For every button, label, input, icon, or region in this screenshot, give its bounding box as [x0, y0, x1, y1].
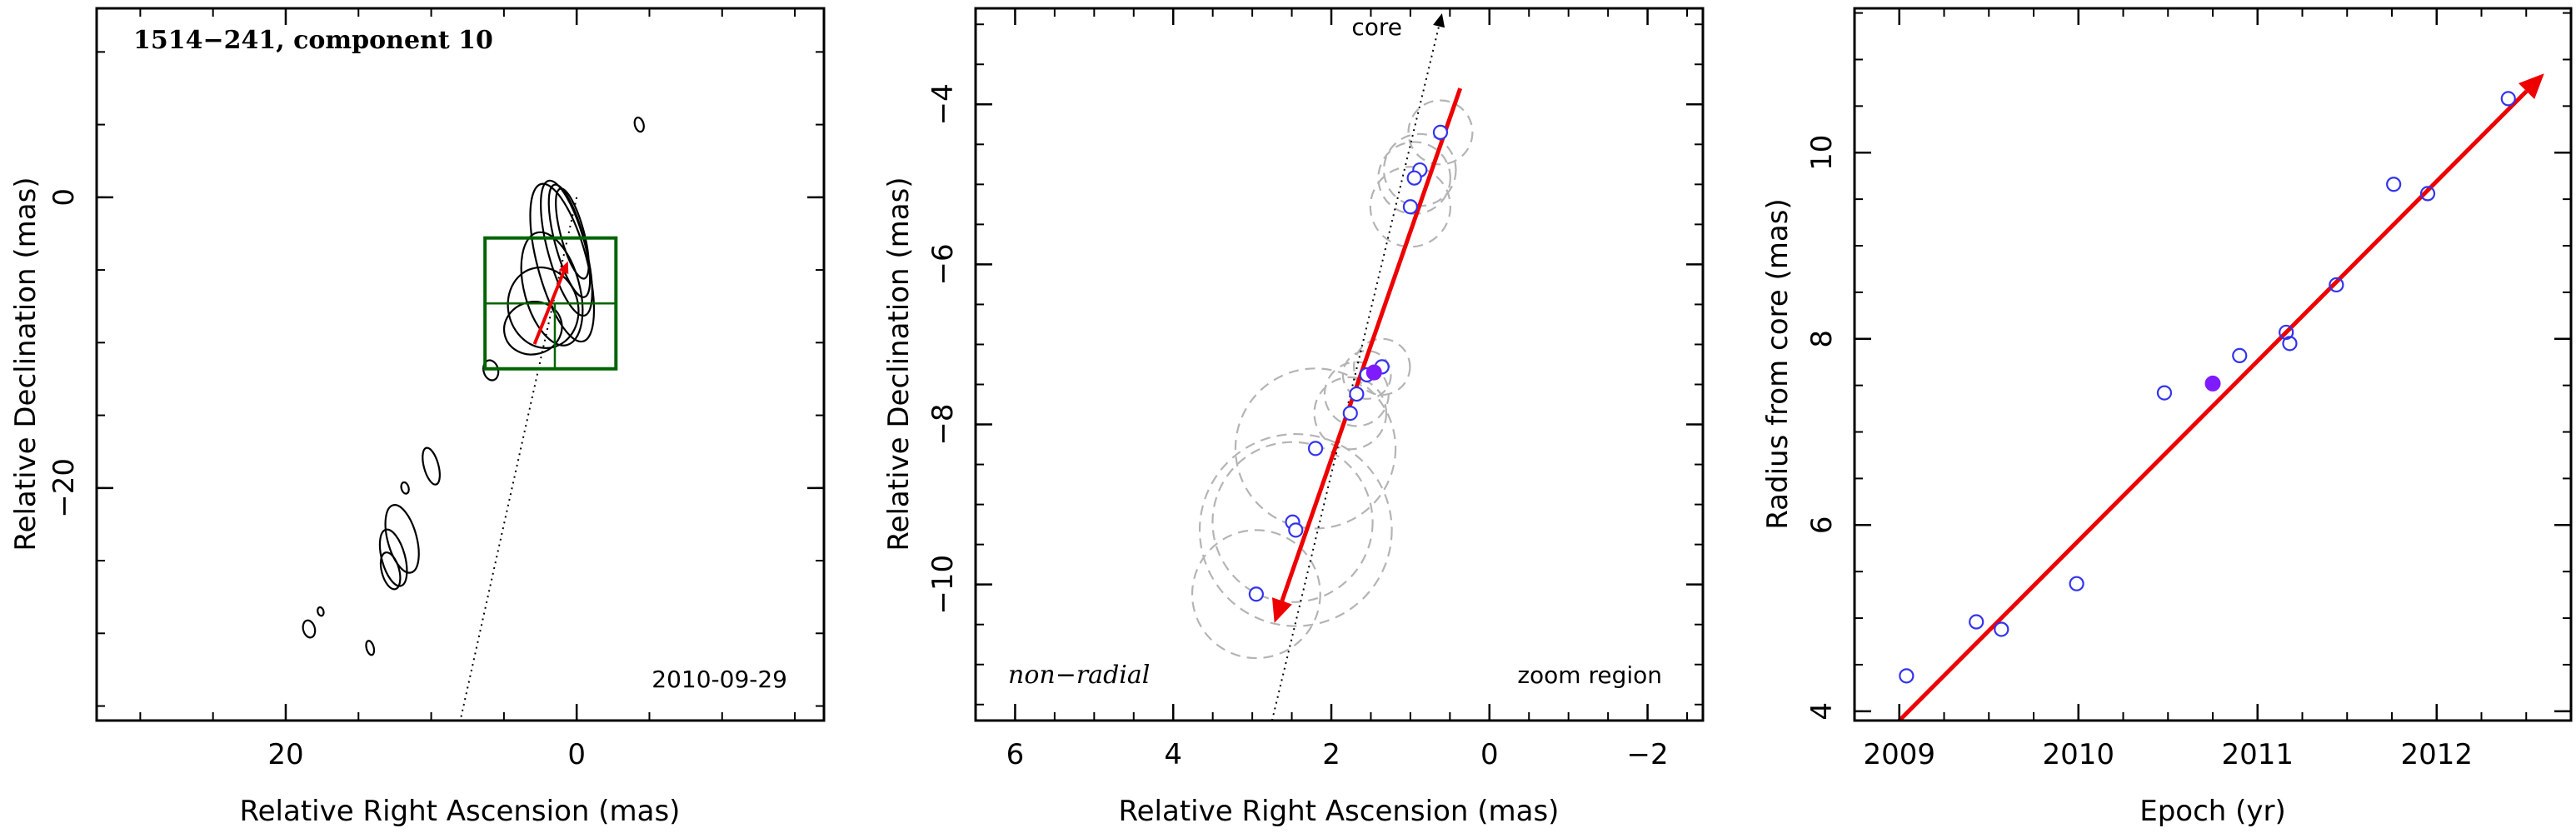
p1-ytick-label: 0 [47, 188, 81, 207]
p2-marks [1191, 13, 1474, 721]
p2-point [1402, 199, 1419, 215]
p1-contour [520, 231, 584, 347]
p2-ticks: 6 4 2 0 −2 −4 −6 −8 −10 [926, 8, 1703, 771]
p2-point [1248, 586, 1264, 602]
p3-ytick-label: 4 [1805, 702, 1839, 721]
p1-contour [378, 528, 408, 587]
p3-fit-arrow-shaft [1897, 89, 2529, 721]
p1-marks [459, 197, 618, 721]
p2-velocity-arrow-head [1271, 597, 1292, 623]
panel-1: 20 0 0 −20 1514−241, component 10 2010-09-2… [9, 7, 826, 828]
p1-contour [422, 446, 441, 486]
p2-point [1406, 170, 1422, 186]
p2-xtick-label: 0 [1480, 738, 1499, 771]
p3-point [1994, 621, 2009, 637]
p1-contour [529, 182, 596, 343]
p2-highlight-point [1365, 364, 1382, 381]
p1-contour [302, 619, 317, 639]
p3-ticks: 2009 2010 2011 2012 4 6 8 10 [1805, 8, 2572, 771]
p3-xlabel: Epoch (yr) [2139, 795, 2286, 828]
p3-ytick-label: 10 [1805, 135, 1839, 171]
p2-ytick-label: −8 [926, 403, 960, 445]
p2-velocity-arrow-shaft [1280, 87, 1463, 602]
p1-ytick-label: −20 [47, 458, 81, 518]
p3-point [2232, 347, 2248, 363]
p3-ylabel: Radius from core (mas) [1761, 198, 1795, 529]
p2-xtick-label: 2 [1322, 738, 1340, 771]
p3-highlight-point [2204, 375, 2221, 392]
p1-contour [379, 551, 402, 591]
p2-xtick-label: 4 [1164, 738, 1182, 771]
p2-error-circle [1234, 367, 1397, 530]
p1-xlabel: Relative Right Ascension (mas) [240, 795, 681, 828]
p1-title: 1514−241, component 10 [133, 26, 493, 55]
p2-point [1307, 441, 1324, 456]
p2-xtick-label: −2 [1627, 738, 1669, 771]
p2-error-circle [1191, 529, 1321, 660]
p3-point [2156, 385, 2173, 401]
p3-point [2282, 336, 2298, 352]
p1-contour [317, 606, 325, 617]
p2-xlabel: Relative Right Ascension (mas) [1119, 795, 1560, 828]
p1-contour [365, 640, 376, 656]
p3-point [1899, 668, 1915, 684]
p2-xtick-label: 6 [1006, 738, 1025, 771]
p3-ytick-label: 8 [1805, 330, 1839, 348]
p2-ytick-label: −6 [926, 243, 960, 285]
p3-ytick-label: 6 [1805, 516, 1839, 534]
p3-frame [1853, 7, 2573, 722]
p3-xtick-label: 2011 [2221, 738, 2294, 771]
p1-contour [633, 116, 645, 133]
p3-point [2419, 186, 2436, 202]
p2-error-circle [1369, 166, 1452, 248]
p2-core-arrow-head [1433, 13, 1445, 28]
p2-error-circle [1313, 376, 1388, 451]
p1-velocity-arrow-shaft [532, 271, 566, 345]
p2-annotation-right: zoom region [1517, 661, 1662, 689]
p1-xtick-label: 0 [567, 738, 586, 771]
p2-ytick-label: −10 [926, 555, 960, 615]
p3-marks [1897, 73, 2544, 721]
p2-point [1349, 386, 1365, 402]
p3-point [2329, 277, 2344, 293]
p1-contour [400, 481, 410, 495]
p1-contour [540, 179, 593, 317]
p1-ylabel: Relative Declination (mas) [9, 177, 42, 551]
p1-contour [507, 266, 580, 349]
p1-contours [302, 116, 645, 656]
p3-point [2500, 91, 2516, 107]
p2-point [1342, 406, 1358, 421]
p3-point [1969, 614, 1984, 630]
p2-error-circle [1323, 361, 1390, 427]
p3-point [2386, 177, 2402, 192]
p2-core-arrow-shaft [1271, 26, 1440, 721]
p2-error-circle [1353, 337, 1411, 397]
p2-error-circle [1198, 432, 1393, 627]
p3-fit-arrow-head [2519, 73, 2544, 100]
p2-error-circle [1341, 350, 1392, 400]
p2-ytick-label: −4 [926, 83, 960, 125]
p1-date-label: 2010-09-29 [651, 666, 787, 693]
panel-3: 2009 2010 2011 2012 4 6 8 10 Epoch (yr) Radius … [1761, 7, 2573, 828]
p1-xtick-label: 20 [267, 738, 303, 771]
p3-xtick-label: 2012 [2400, 738, 2473, 771]
p2-core-label: core [1351, 13, 1402, 41]
p2-frame [974, 7, 1705, 722]
p2-annotation-left: non−radial [1008, 661, 1150, 690]
p2-error-circle [1407, 99, 1474, 166]
p1-contour [384, 504, 420, 574]
p2-point [1288, 522, 1304, 538]
p3-point [2069, 576, 2084, 591]
panel-2: 6 4 2 0 −2 −4 −6 −8 −10 core non−radial zoom reg… [882, 7, 1705, 828]
p2-ylabel: Relative Declination (mas) [882, 177, 916, 551]
p3-xtick-label: 2010 [2042, 738, 2114, 771]
p2-error-circle [1211, 441, 1374, 603]
p1-velocity-arrow-head [558, 261, 569, 274]
p2-point [1432, 124, 1449, 141]
p3-xtick-label: 2009 [1863, 738, 1935, 771]
p1-ticks: 20 0 0 −20 [47, 8, 824, 771]
p1-frame [95, 7, 826, 722]
